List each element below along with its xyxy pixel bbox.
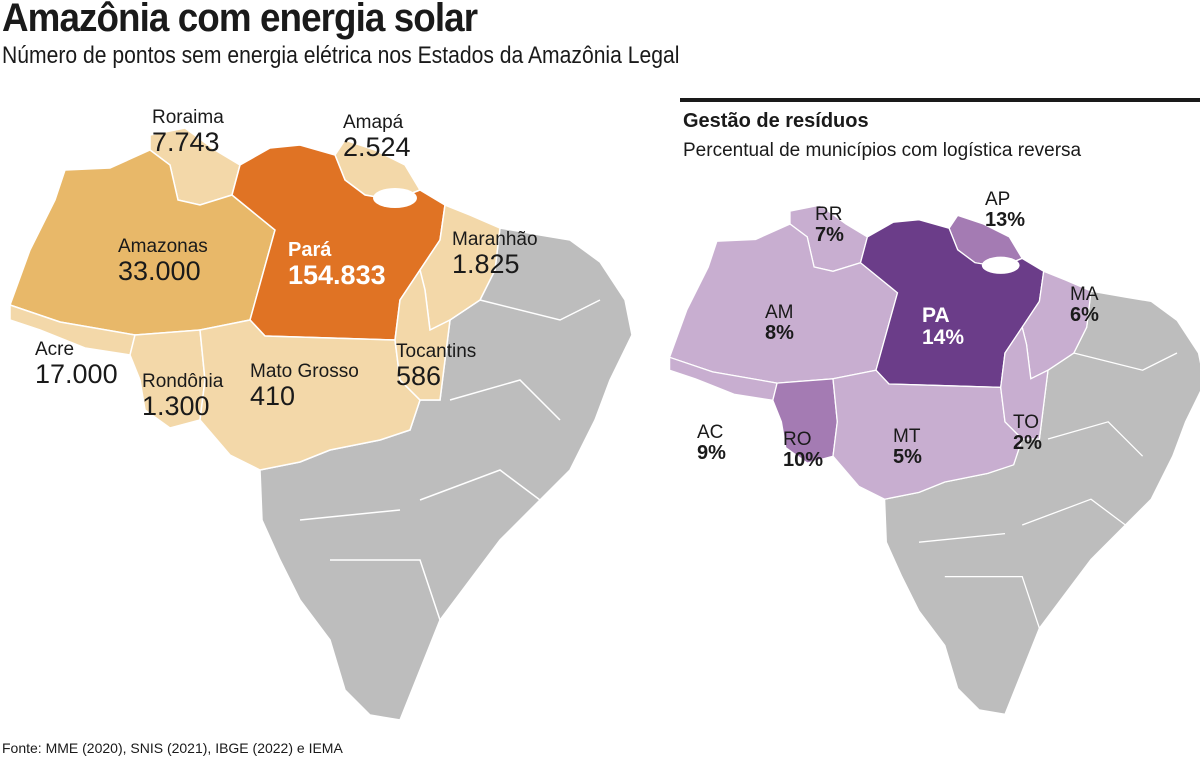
left-marajo-island xyxy=(373,188,417,208)
state-name: AM xyxy=(765,302,794,323)
left-map xyxy=(9,127,633,721)
state-name: Amapá xyxy=(343,112,404,133)
ll-label-mt: Mato Grosso 410 xyxy=(250,361,359,411)
rl-label-rr: RR 7% xyxy=(815,205,844,246)
rl-label-ro: RO 10% xyxy=(783,430,823,471)
ll-label-ac: Acre 17.000 xyxy=(35,339,118,389)
state-name: Pará xyxy=(288,239,332,261)
left-state-border xyxy=(419,469,541,501)
rl-label-mt: MT 5% xyxy=(893,427,922,468)
right-map-subtitle: Percentual de municípios com logística r… xyxy=(683,140,1082,161)
left-state-border xyxy=(299,509,401,521)
state-value: 410 xyxy=(250,380,296,411)
state-value: 10% xyxy=(783,448,824,471)
right-state-border xyxy=(944,575,1041,629)
state-value: 14% xyxy=(922,326,965,350)
left-state-border xyxy=(449,379,561,421)
state-value: 17.000 xyxy=(35,358,118,389)
rl-label-ap: AP 13% xyxy=(985,190,1025,231)
ll-label-ro: Rondônia 1.300 xyxy=(142,371,224,421)
state-name: Acre xyxy=(35,339,75,360)
right-map-title: Gestão de resíduos xyxy=(683,110,869,132)
page-subtitle: Número de pontos sem energia elétrica no… xyxy=(2,42,680,69)
state-name: AC xyxy=(697,422,724,443)
left-state-mt xyxy=(199,319,421,471)
state-value: 1.300 xyxy=(142,390,210,421)
right-state-mt xyxy=(832,369,1023,500)
state-value: 5% xyxy=(893,445,922,468)
ll-label-am: Amazonas 33.000 xyxy=(118,236,208,286)
state-name: Maranhão xyxy=(452,229,538,250)
left-state-to xyxy=(394,268,451,401)
state-value: 13% xyxy=(985,208,1026,231)
state-value: 586 xyxy=(396,360,442,391)
state-name: RR xyxy=(815,204,843,225)
page-title: Amazônia com energia solar xyxy=(2,0,478,40)
source-note: Fonte: MME (2020), SNIS (2021), IBGE (20… xyxy=(2,740,343,756)
rl-label-am: AM 8% xyxy=(765,303,794,344)
state-value: 33.000 xyxy=(118,255,201,286)
divider xyxy=(680,98,1200,102)
state-value: 7.743 xyxy=(152,126,220,157)
state-name: RO xyxy=(783,429,812,450)
state-name: Amazonas xyxy=(118,236,208,257)
state-value: 9% xyxy=(697,441,726,464)
right-map xyxy=(668,204,1200,715)
ll-label-ma: Maranhão 1.825 xyxy=(452,229,538,279)
right-state-border xyxy=(1021,498,1126,526)
ll-label-pa: Pará 154.833 xyxy=(288,239,386,290)
state-name: AP xyxy=(985,189,1011,210)
state-name: Tocantins xyxy=(396,341,477,362)
state-name: Rondônia xyxy=(142,371,224,392)
right-state-border xyxy=(1047,421,1144,457)
state-name: PA xyxy=(922,304,950,327)
rl-label-ac: AC 9% xyxy=(697,423,726,464)
rl-label-to: TO 2% xyxy=(1013,413,1042,454)
left-state-ac xyxy=(9,303,136,356)
right-state-border xyxy=(918,532,1006,543)
rl-label-pa: PA 14% xyxy=(922,304,965,350)
right-state-ac xyxy=(668,356,778,402)
state-value: 6% xyxy=(1070,303,1099,326)
state-value: 8% xyxy=(765,321,794,344)
rl-label-ma: MA 6% xyxy=(1070,285,1099,326)
state-name: MA xyxy=(1070,284,1099,305)
state-value: 2% xyxy=(1013,431,1042,454)
left-state-border xyxy=(479,299,601,321)
state-value: 2.524 xyxy=(343,131,411,162)
state-value: 1.825 xyxy=(452,248,520,279)
ll-label-ap: Amapá 2.524 xyxy=(343,112,411,162)
right-state-to xyxy=(1000,325,1049,440)
state-name: Mato Grosso xyxy=(250,361,359,382)
ll-label-to: Tocantins 586 xyxy=(396,341,477,391)
right-state-border xyxy=(1073,352,1178,371)
state-value: 154.833 xyxy=(288,260,386,290)
state-name: Roraima xyxy=(152,107,224,128)
ll-label-rr: Roraima 7.743 xyxy=(152,107,224,157)
left-state-border xyxy=(330,559,441,621)
state-name: MT xyxy=(893,426,921,447)
state-name: TO xyxy=(1013,412,1040,433)
right-marajo-island xyxy=(981,256,1020,274)
state-value: 7% xyxy=(815,223,844,246)
